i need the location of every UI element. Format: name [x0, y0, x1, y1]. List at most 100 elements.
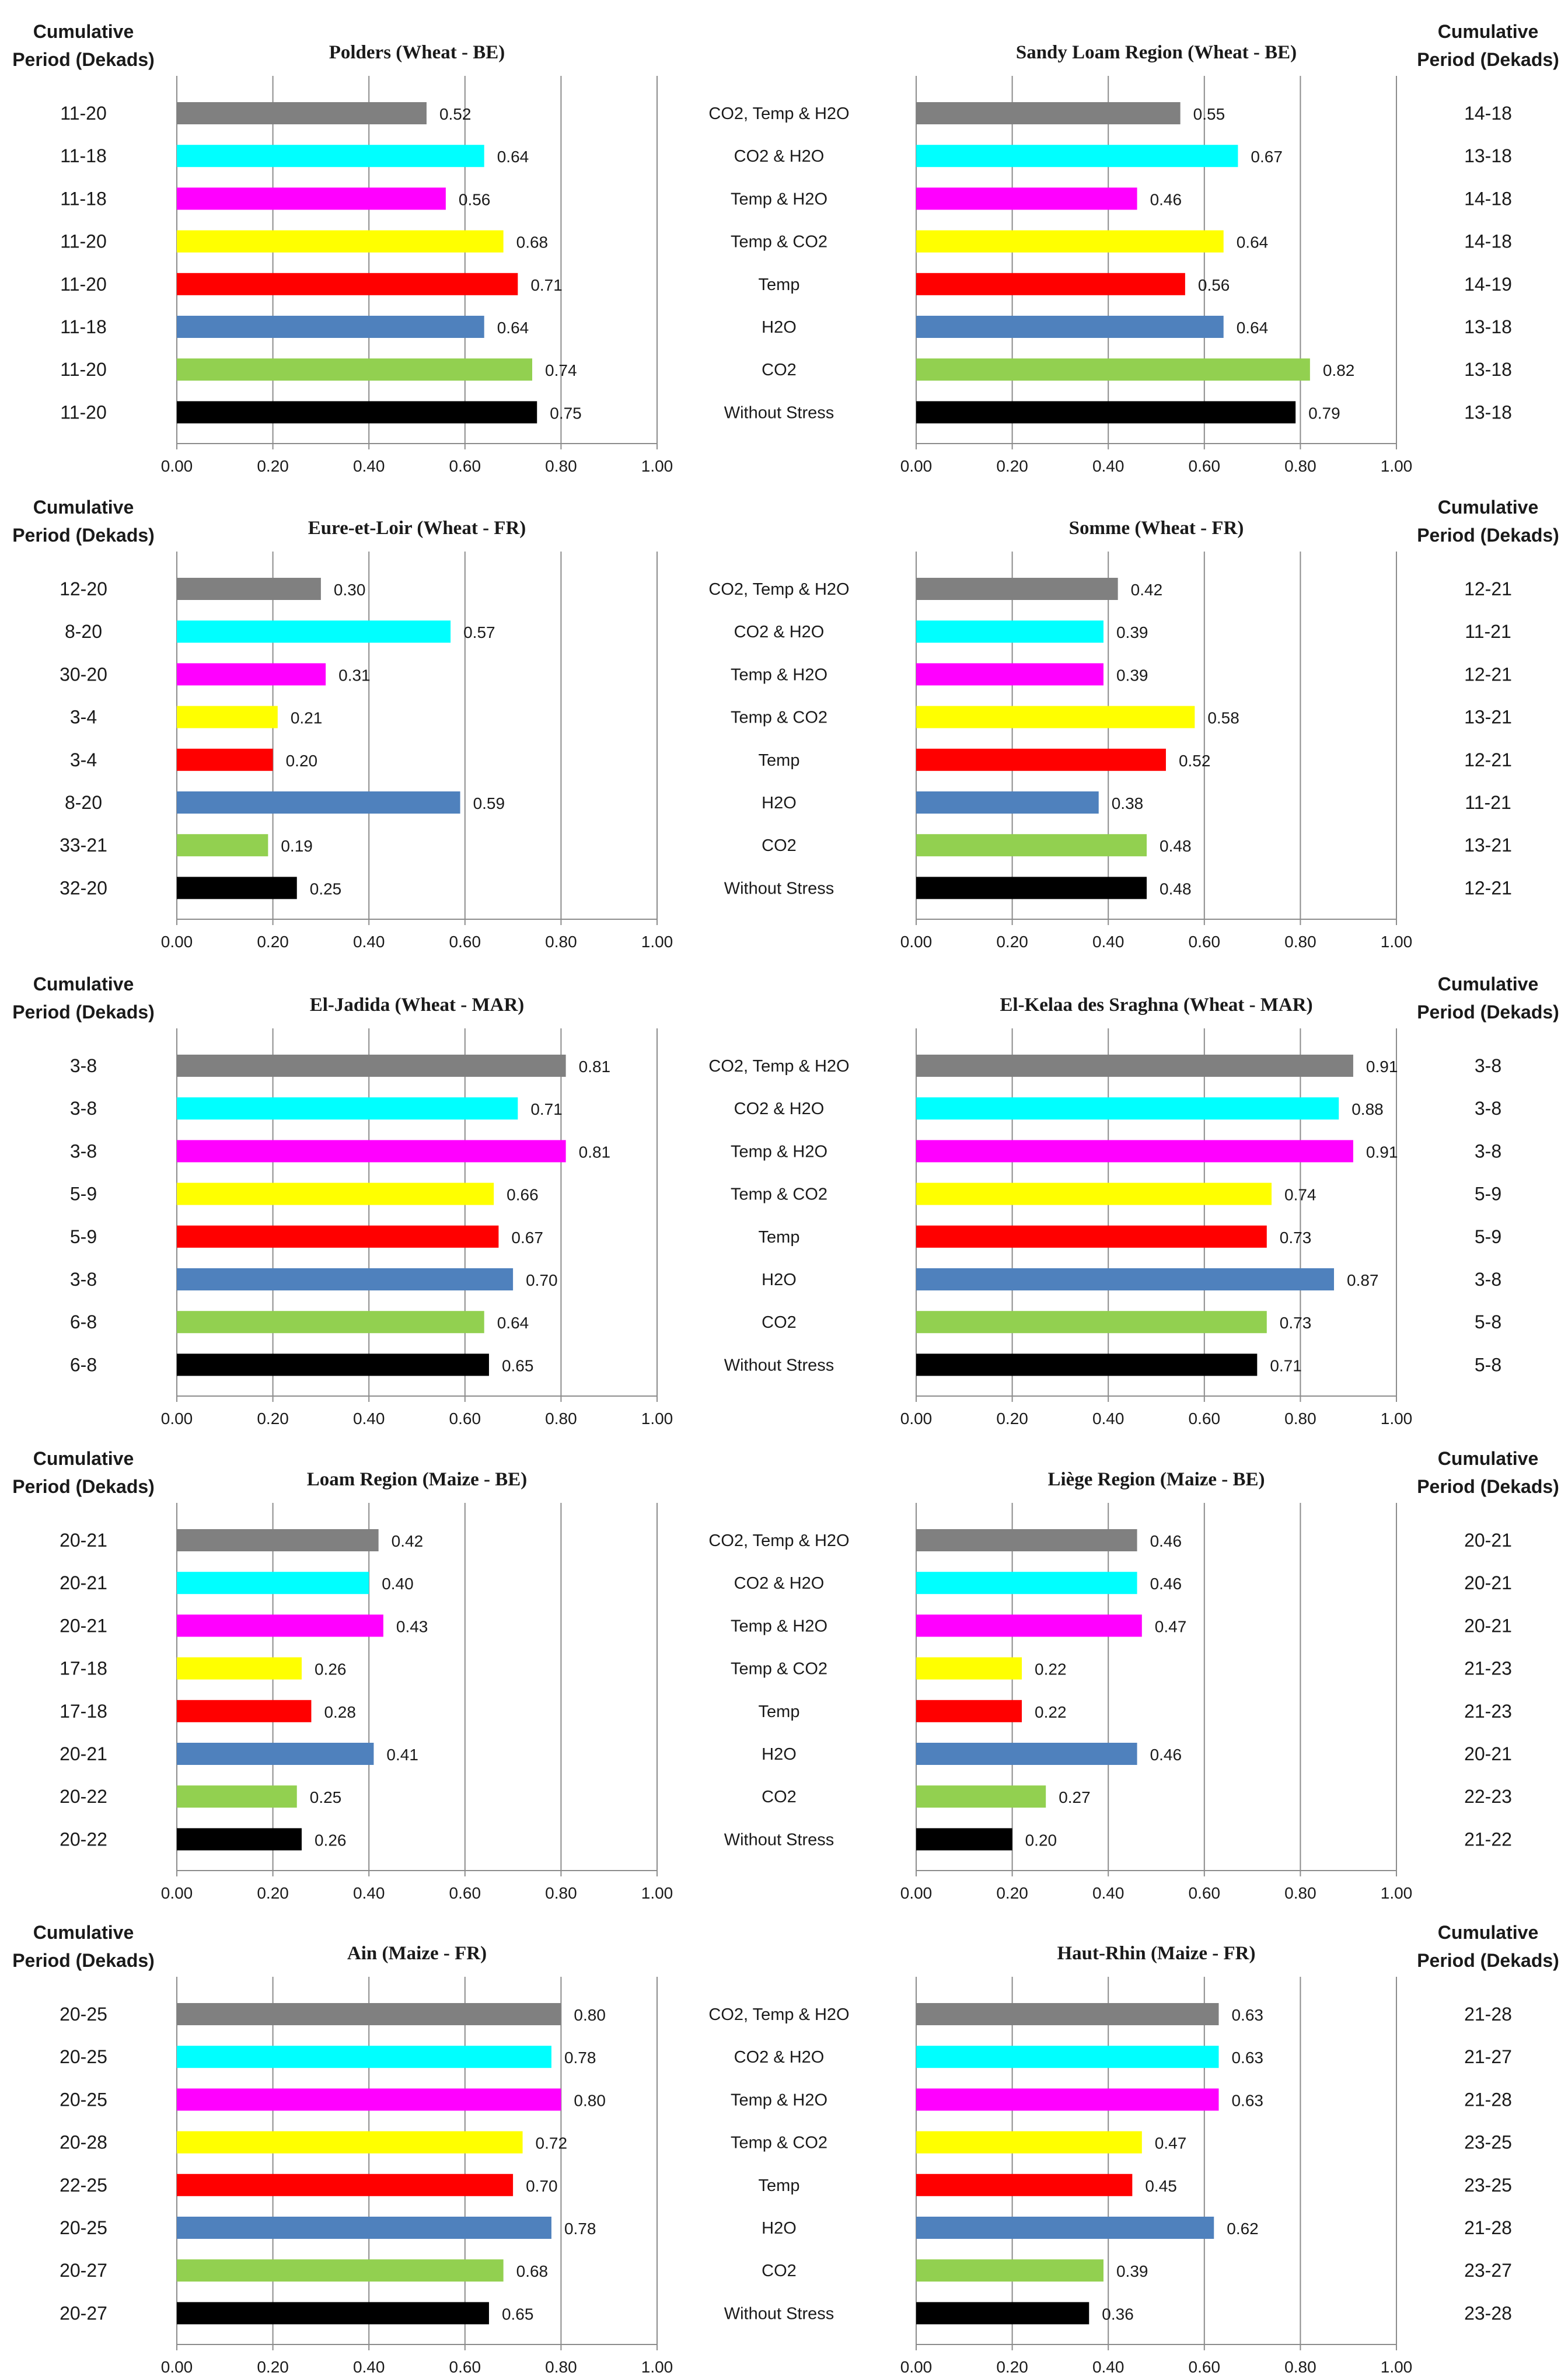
bar: [916, 834, 1147, 857]
data-label: 0.55: [1193, 105, 1225, 123]
category-label: H2O: [762, 794, 797, 812]
period-label: 13-18: [1464, 359, 1512, 380]
data-label: 0.39: [1116, 666, 1148, 684]
period-label: 6-8: [70, 1311, 97, 1332]
period-label: 8-20: [65, 621, 102, 642]
period-label: 5-8: [1475, 1311, 1501, 1332]
period-header: Period (Dekads): [12, 1002, 155, 1023]
x-tick-label: 0.40: [353, 1409, 385, 1428]
bar: [916, 2046, 1219, 2068]
period-label: 21-23: [1464, 1701, 1512, 1722]
period-label: 12-21: [1464, 877, 1512, 898]
x-tick-label: 1.00: [641, 933, 673, 951]
period-header: Cumulative: [33, 1448, 134, 1469]
data-label: 0.25: [310, 1788, 342, 1806]
x-tick-label: 0.80: [545, 933, 577, 951]
x-tick-label: 0.40: [1092, 933, 1125, 951]
bar: [177, 1572, 369, 1595]
period-label: 14-18: [1464, 231, 1512, 252]
period-header: Cumulative: [1438, 497, 1538, 518]
period-label: 17-18: [60, 1658, 107, 1679]
period-label: 3-8: [1475, 1140, 1501, 1161]
data-label: 0.46: [1150, 1532, 1182, 1550]
x-tick-label: 0.20: [257, 457, 289, 475]
bar: [177, 1311, 484, 1334]
chart-title: Sandy Loam Region (Wheat - BE): [1016, 42, 1297, 63]
period-label: 20-21: [60, 1615, 107, 1636]
data-label: 0.79: [1308, 404, 1340, 422]
data-label: 0.42: [1131, 581, 1163, 599]
category-label: Temp & H2O: [731, 190, 827, 208]
chart-title: Polders (Wheat - BE): [329, 42, 505, 63]
bar: [916, 1311, 1267, 1334]
period-label: 13-18: [1464, 145, 1512, 166]
period-label: 20-21: [1464, 1615, 1512, 1636]
x-tick-label: 0.40: [353, 1884, 385, 1902]
period-header: Cumulative: [33, 1922, 134, 1943]
period-label: 3-8: [1475, 1098, 1501, 1119]
category-label: CO2 & H2O: [734, 147, 825, 166]
category-label: CO2, Temp & H2O: [708, 580, 849, 599]
period-header: Period (Dekads): [1417, 1002, 1559, 1023]
x-tick-label: 0.40: [353, 2358, 385, 2376]
data-label: 0.28: [324, 1703, 356, 1721]
bar: [177, 748, 273, 771]
data-label: 0.67: [1251, 148, 1283, 166]
bar: [916, 1225, 1267, 1248]
data-label: 0.64: [497, 1314, 529, 1332]
bar: [177, 1743, 374, 1765]
period-label: 3-4: [70, 707, 97, 728]
x-tick-label: 0.60: [449, 1409, 481, 1428]
x-tick-label: 0.80: [1284, 1884, 1316, 1902]
bar: [177, 1785, 297, 1808]
x-tick-label: 0.40: [353, 933, 385, 951]
category-label: CO2, Temp & H2O: [708, 104, 849, 123]
period-header: Period (Dekads): [1417, 1476, 1559, 1497]
x-tick-label: 0.60: [449, 933, 481, 951]
category-label: H2O: [762, 318, 797, 337]
bar: [177, 1225, 499, 1248]
period-label: 5-9: [70, 1184, 97, 1205]
data-label: 0.65: [502, 1356, 534, 1374]
chart-title: El-Kelaa des Sraghna (Wheat - MAR): [1000, 995, 1312, 1016]
category-label: Temp & CO2: [731, 709, 827, 727]
data-label: 0.64: [497, 148, 529, 166]
bar: [177, 2003, 561, 2025]
data-label: 0.66: [507, 1186, 539, 1204]
chart-title: Eure-et-Loir (Wheat - FR): [308, 518, 526, 539]
category-label: CO2, Temp & H2O: [708, 1057, 849, 1076]
bar: [177, 1657, 302, 1680]
bar: [916, 1657, 1022, 1680]
category-label: CO2 & H2O: [734, 2048, 825, 2067]
period-label: 32-20: [60, 877, 107, 898]
bar: [916, 1268, 1335, 1290]
x-tick-label: 0.40: [353, 457, 385, 475]
period-label: 11-20: [60, 274, 106, 295]
x-tick-label: 0.00: [161, 933, 193, 951]
period-label: 11-21: [1465, 621, 1511, 642]
period-header: Period (Dekads): [1417, 525, 1559, 546]
x-tick-label: 1.00: [1381, 1884, 1413, 1902]
x-tick-label: 0.60: [449, 457, 481, 475]
x-tick-label: 0.80: [1284, 1409, 1316, 1428]
x-tick-label: 0.40: [1092, 1409, 1125, 1428]
bar: [177, 1182, 494, 1205]
data-label: 0.64: [1237, 233, 1269, 252]
data-label: 0.74: [1284, 1186, 1316, 1204]
bar: [916, 401, 1296, 424]
data-label: 0.48: [1160, 880, 1192, 898]
bar: [177, 316, 484, 338]
category-label: Temp: [759, 751, 800, 770]
category-label: Temp: [759, 1228, 800, 1247]
bar: [916, 1055, 1353, 1077]
data-label: 0.71: [530, 1100, 563, 1118]
data-label: 0.71: [530, 276, 563, 294]
data-label: 0.74: [545, 361, 577, 379]
data-label: 0.75: [550, 404, 582, 422]
bar: [916, 145, 1238, 168]
data-label: 0.62: [1227, 2220, 1259, 2238]
bar: [916, 2217, 1214, 2239]
data-label: 0.21: [291, 709, 322, 727]
period-label: 21-28: [1464, 2004, 1512, 2025]
bar: [916, 1182, 1272, 1205]
